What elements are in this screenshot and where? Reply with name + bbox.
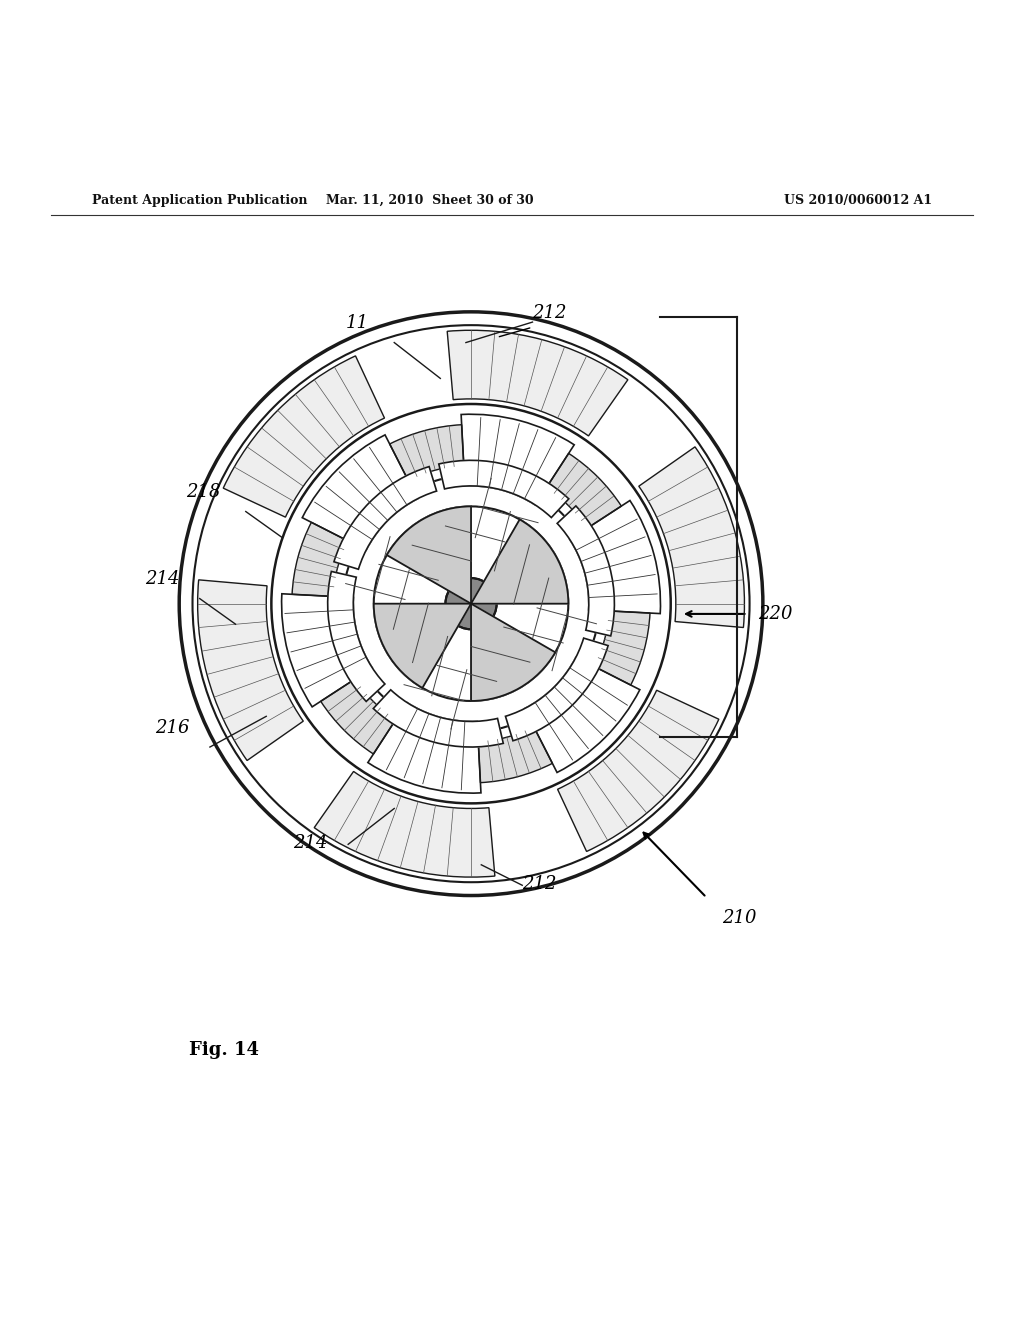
Text: 218: 218 (185, 483, 220, 502)
Wedge shape (506, 638, 608, 741)
Wedge shape (524, 657, 640, 772)
Wedge shape (557, 506, 614, 636)
Wedge shape (447, 330, 628, 436)
Text: Fig. 14: Fig. 14 (189, 1041, 259, 1059)
Wedge shape (639, 447, 744, 627)
Wedge shape (302, 434, 418, 550)
Text: US 2010/0060012 A1: US 2010/0060012 A1 (783, 194, 932, 207)
Wedge shape (334, 466, 436, 569)
Text: 214: 214 (293, 834, 328, 853)
Wedge shape (314, 771, 495, 876)
Wedge shape (321, 678, 395, 754)
Wedge shape (368, 702, 481, 793)
Wedge shape (471, 520, 568, 603)
Wedge shape (198, 579, 303, 760)
Text: 11: 11 (346, 314, 369, 333)
Wedge shape (390, 425, 464, 480)
Circle shape (445, 578, 497, 630)
Wedge shape (374, 603, 471, 688)
Wedge shape (478, 727, 552, 783)
Wedge shape (282, 594, 373, 706)
Wedge shape (439, 461, 568, 517)
Wedge shape (558, 690, 719, 851)
Wedge shape (594, 611, 650, 685)
Wedge shape (461, 414, 574, 506)
Wedge shape (292, 523, 348, 597)
Text: 214: 214 (144, 570, 179, 589)
Wedge shape (547, 453, 622, 528)
Wedge shape (328, 572, 385, 701)
Text: 216: 216 (155, 719, 189, 737)
Wedge shape (223, 356, 384, 517)
Text: 210: 210 (722, 909, 757, 927)
Text: Mar. 11, 2010  Sheet 30 of 30: Mar. 11, 2010 Sheet 30 of 30 (327, 194, 534, 207)
Wedge shape (471, 603, 555, 701)
Text: 212: 212 (522, 875, 557, 894)
Wedge shape (569, 500, 660, 614)
Text: 220: 220 (758, 605, 793, 623)
Text: Patent Application Publication: Patent Application Publication (92, 194, 307, 207)
Wedge shape (374, 690, 503, 747)
Wedge shape (387, 507, 471, 603)
Text: 212: 212 (532, 304, 567, 322)
